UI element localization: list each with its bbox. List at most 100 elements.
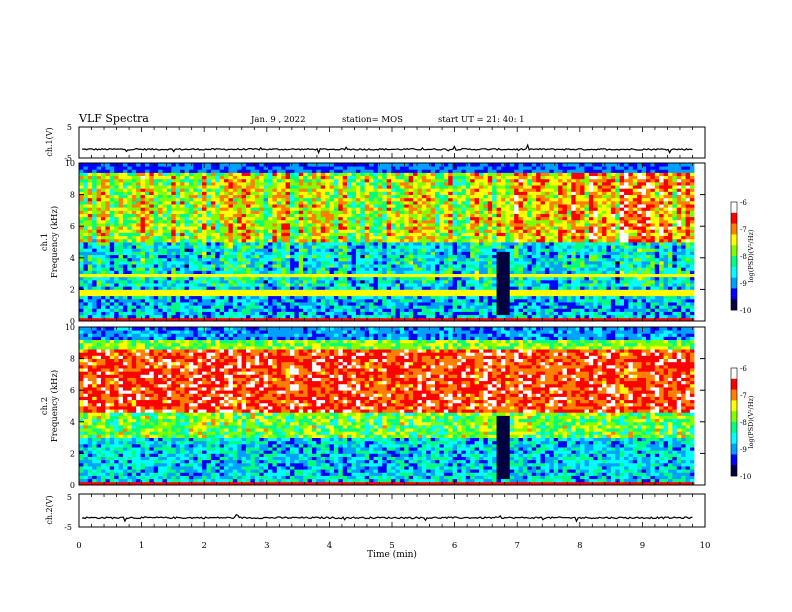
spectrogram-cell: [404, 166, 410, 170]
spectrogram-cell: [316, 216, 322, 221]
spectrogram-cell: [500, 314, 506, 319]
spectrogram-cell: [311, 270, 317, 274]
spectrogram-cell: [237, 188, 243, 192]
spectrogram-cell: [272, 229, 278, 233]
spectrogram-cell: [457, 279, 462, 284]
spectrogram-cell: [166, 232, 172, 237]
spectrogram-cell: [272, 308, 278, 312]
spectrogram-cell: [413, 260, 418, 265]
spectrogram-cell: [320, 257, 326, 262]
spectrogram-cell: [509, 317, 515, 322]
spectrogram-cell: [281, 188, 286, 192]
spectrogram-cell: [461, 223, 467, 227]
spectrogram-cell: [421, 276, 427, 281]
spectrogram-cell: [180, 279, 185, 284]
spectrogram-cell: [435, 264, 440, 268]
spectrogram-cell: [210, 279, 216, 284]
spectrogram-cell: [465, 191, 471, 195]
spectrogram-cell: [320, 267, 326, 271]
spectrogram-cell: [487, 235, 493, 240]
spectrogram-cell: [294, 178, 300, 183]
spectrogram-cell: [342, 245, 348, 249]
spectrogram-cell: [87, 279, 93, 284]
spectrogram-cell: [246, 283, 251, 287]
spectrogram-cell: [118, 229, 124, 233]
spectrogram-cell: [100, 169, 106, 173]
spectrogram-cell: [263, 194, 269, 199]
spectrogram-cell: [457, 292, 462, 297]
spectrogram-cell: [224, 270, 229, 274]
spectrogram-cell: [443, 175, 449, 180]
spectrogram-cell: [474, 194, 480, 199]
spectrogram-cell: [404, 308, 410, 312]
spectrogram-cell: [399, 302, 405, 306]
spectrogram-cell: [316, 191, 322, 195]
spectrogram-cell: [149, 226, 155, 230]
spectrogram-cell: [421, 264, 427, 268]
spectrogram-cell: [514, 270, 519, 274]
spectrogram-cell: [500, 270, 506, 274]
spectrogram-cell: [153, 197, 159, 202]
spectrogram-cell: [285, 308, 291, 312]
spectrogram-cell: [219, 238, 225, 243]
spectrogram-cell: [140, 298, 146, 303]
spectrogram-cell: [180, 273, 185, 278]
spectrogram-cell: [509, 242, 515, 246]
spectrogram-cell: [351, 216, 357, 221]
spectrogram-cell: [109, 197, 115, 202]
spectrogram-cell: [478, 194, 484, 199]
spectrogram-cell: [281, 251, 286, 256]
spectrogram-cell: [298, 204, 304, 208]
spectrogram-cell: [188, 216, 194, 221]
spectrogram-cell: [333, 298, 339, 303]
spectrogram-cell: [272, 204, 278, 208]
spectrogram-cell: [298, 213, 304, 218]
spectrogram-cell: [404, 264, 410, 268]
spectrogram-cell: [162, 260, 168, 265]
spectrogram-cell: [210, 181, 216, 186]
spectrogram-cell: [268, 251, 273, 256]
spectrogram-cell: [404, 210, 410, 214]
spectrogram-cell: [505, 210, 511, 214]
spectrogram-cell: [474, 260, 480, 265]
spectrogram-cell: [246, 172, 251, 177]
spectrogram-cell: [162, 279, 168, 284]
spectrogram-cell: [404, 245, 410, 249]
spectrogram-cell: [215, 219, 221, 224]
spectrogram-cell: [496, 204, 502, 208]
spectrogram-cell: [377, 273, 383, 278]
spectrogram-cell: [92, 191, 97, 195]
spectrogram-cell: [285, 298, 291, 303]
spectrogram-cell: [391, 254, 396, 259]
spectrogram-cell: [505, 226, 511, 230]
spectrogram-cell: [492, 295, 497, 300]
spectrogram-cell: [496, 260, 502, 265]
spectrogram-cell: [254, 197, 260, 202]
spectrogram-cell: [254, 213, 260, 218]
spectrogram-cell: [254, 210, 260, 214]
spectrogram-cell: [149, 270, 155, 274]
spectrogram-cell: [79, 260, 84, 265]
spectrogram-cell: [307, 229, 313, 233]
spectrogram-cell: [435, 254, 440, 259]
spectrogram-cell: [413, 200, 418, 205]
spectrogram-cell: [131, 245, 137, 249]
spectrogram-cell: [500, 235, 506, 240]
spectrogram-cell: [404, 286, 410, 290]
spectrogram-cell: [303, 232, 308, 237]
spectrogram-cell: [105, 295, 111, 300]
spectrogram-cell: [452, 175, 458, 180]
spectrogram-cell: [144, 226, 150, 230]
spectrogram-cell: [316, 279, 322, 284]
spectrogram-cell: [180, 248, 185, 252]
spectrogram-cell: [144, 200, 150, 205]
spectrogram-cell: [500, 305, 506, 309]
spectrogram-cell: [285, 260, 291, 265]
spectrogram-cell: [285, 188, 291, 192]
spectrogram-cell: [87, 216, 93, 221]
spectrogram-cell: [496, 267, 502, 271]
spectrogram-cell: [241, 292, 247, 297]
spectrogram-cell: [281, 270, 286, 274]
spectrogram-cell: [457, 229, 462, 233]
spectrogram-cell: [457, 267, 462, 271]
